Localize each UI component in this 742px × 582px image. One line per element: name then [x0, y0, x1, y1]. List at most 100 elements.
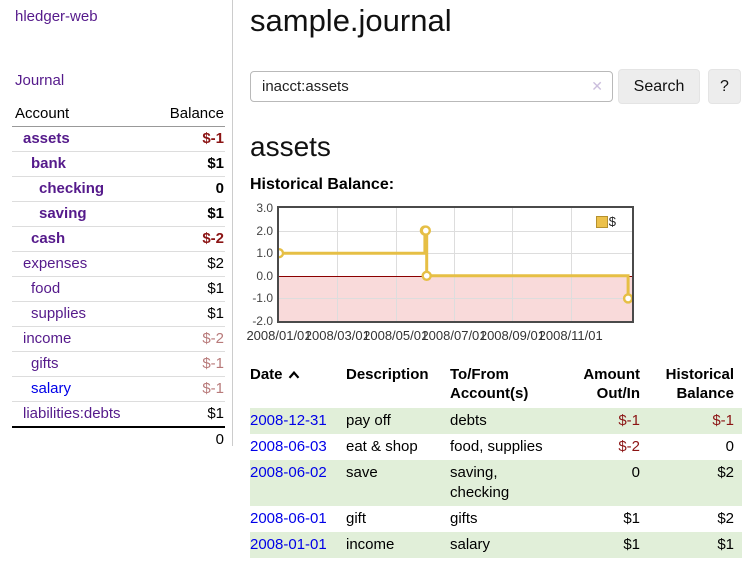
x-axis-tick-label: 2008/11/01	[538, 328, 603, 343]
legend-swatch-icon	[595, 215, 608, 228]
transaction-date-link[interactable]: 2008-01-01	[250, 536, 327, 553]
account-balance: $-1	[164, 351, 225, 377]
transaction-description: income	[346, 532, 450, 558]
account-link[interactable]: bank	[31, 155, 67, 172]
transaction-accounts: debts	[450, 408, 552, 434]
description-column-header: Description	[346, 366, 429, 383]
date-header-label: Date	[250, 366, 283, 383]
account-row: income $-2	[12, 326, 225, 352]
amount-column-header: Amount Out/In	[583, 366, 640, 402]
transaction-balance: $-1	[640, 408, 742, 434]
x-axis-tick-label: 2008/07/01	[421, 328, 487, 343]
account-row: saving $1	[12, 201, 225, 227]
account-balance: $2	[164, 251, 225, 277]
balance-line-series	[279, 225, 632, 304]
account-link[interactable]: salary	[31, 380, 72, 397]
balance-column-header-register: Historical Balance	[665, 366, 734, 402]
transaction-amount: $-1	[552, 408, 640, 434]
page-title: sample.journal	[250, 3, 452, 38]
chart-legend: $	[595, 214, 616, 229]
account-row: liabilities:debts $1	[12, 401, 225, 427]
register-row: 2008-06-02 save saving, checking 0 $2	[250, 460, 742, 506]
horizontal-gridline	[279, 230, 632, 232]
transaction-balance: 0	[725, 438, 734, 455]
transaction-amount: $1	[623, 510, 640, 527]
account-link[interactable]: food	[31, 280, 61, 297]
account-link[interactable]: supplies	[31, 305, 87, 322]
x-axis-tick-label: 2008/09/01	[479, 328, 545, 343]
sidebar: hledger-web Journal Account Balance asse…	[0, 0, 233, 452]
date-column-header[interactable]: Date	[250, 362, 346, 408]
y-axis-tick-label: 1.0	[256, 246, 273, 261]
transaction-description: save	[346, 460, 450, 506]
register-table: Date Description To/From Account(s) Amou…	[250, 362, 742, 558]
y-axis-tick-label: 2.0	[256, 223, 273, 238]
data-point-marker	[420, 225, 432, 236]
vertical-gridline	[570, 208, 572, 321]
account-balance: $1	[164, 201, 225, 227]
account-balance: $1	[164, 401, 225, 427]
transaction-amount: $1	[552, 532, 640, 558]
account-balance: $-1	[164, 376, 225, 402]
app-brand-link[interactable]: hledger-web	[15, 8, 98, 25]
account-link[interactable]: saving	[39, 205, 87, 222]
transaction-accounts: saving, checking	[450, 460, 552, 506]
sidebar-item-journal[interactable]: Journal	[15, 72, 65, 89]
balance-chart: $ 3.0 2.0 1.0 0.0 -1.0 -2.0 2008/01/01 2008/03/…	[246, 202, 742, 346]
transaction-description: gift	[346, 510, 367, 527]
vertical-gridline	[395, 208, 397, 321]
transaction-balance: $2	[717, 510, 734, 527]
account-balance: $1	[164, 151, 225, 177]
chart-plot-area: $	[277, 206, 634, 323]
x-axis-tick-label: 2008/01/01	[246, 328, 312, 343]
account-link[interactable]: liabilities:debts	[23, 405, 121, 422]
account-balance: $1	[164, 301, 225, 327]
y-axis-tick-label: 3.0	[256, 201, 273, 215]
sort-ascending-icon	[288, 366, 300, 383]
main-content: sample.journal ✕ Search ? assets Histori…	[246, 0, 742, 558]
vertical-gridline	[454, 208, 455, 321]
account-row: checking 0	[12, 176, 225, 202]
transaction-date-link[interactable]: 2008-06-02	[250, 464, 327, 481]
account-heading: assets	[250, 131, 331, 162]
transaction-description: eat & shop	[346, 438, 418, 455]
register-row: 2008-12-31 pay off debts $-1 $-1	[250, 408, 742, 434]
register-header-row: Date Description To/From Account(s) Amou…	[250, 362, 742, 408]
x-axis-tick-label: 2008/03/01	[304, 328, 370, 343]
search-button[interactable]: Search	[618, 69, 700, 104]
transaction-balance: $1	[640, 532, 742, 558]
y-axis-tick-label: -1.0	[252, 291, 273, 306]
transaction-date-link[interactable]: 2008-12-31	[250, 412, 327, 429]
balance-column-header: Balance	[164, 104, 225, 127]
account-link[interactable]: cash	[31, 230, 66, 247]
data-point-marker	[421, 270, 432, 282]
horizontal-gridline	[279, 253, 632, 255]
accounts-table-header: Account Balance	[12, 104, 225, 127]
search-input[interactable]	[250, 71, 613, 102]
y-axis-tick-label: 0.0	[256, 268, 273, 283]
transaction-date-link[interactable]: 2008-06-03	[250, 438, 327, 455]
transaction-accounts: gifts	[450, 510, 478, 527]
transaction-amount: 0	[552, 460, 640, 506]
transaction-accounts: food, supplies	[450, 438, 543, 455]
account-row: bank $1	[12, 151, 225, 177]
vertical-gridline	[512, 208, 514, 321]
transaction-date-link[interactable]: 2008-06-01	[250, 510, 327, 527]
account-link[interactable]: income	[23, 330, 72, 347]
account-link[interactable]: gifts	[31, 355, 59, 372]
account-row: supplies $1	[12, 301, 225, 327]
register-row: 2008-06-03 eat & shop food, supplies $-2…	[250, 434, 742, 460]
account-link[interactable]: checking	[39, 180, 105, 197]
balance-step-line	[279, 229, 630, 299]
accounts-total-row: 0	[12, 426, 225, 452]
chart-title: Historical Balance:	[250, 176, 395, 193]
clear-search-icon[interactable]: ✕	[591, 78, 603, 94]
account-link[interactable]: expenses	[23, 255, 88, 272]
account-link[interactable]: assets	[23, 130, 70, 147]
transaction-description: pay off	[346, 408, 450, 434]
search-help-button[interactable]: ?	[708, 69, 741, 104]
account-row: food $1	[12, 276, 225, 302]
account-balance: 0	[164, 176, 225, 202]
y-axis-tick-label: -2.0	[252, 314, 273, 328]
account-column-header: Account	[12, 104, 164, 127]
